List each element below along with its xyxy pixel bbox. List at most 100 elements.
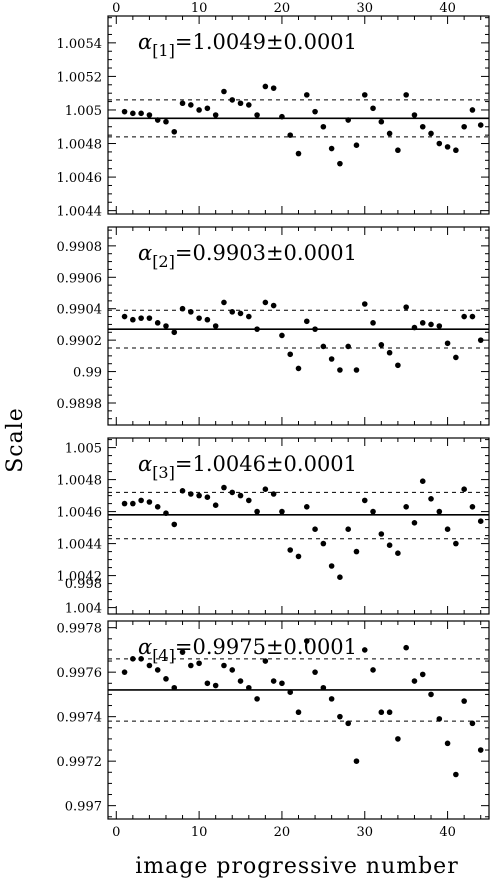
data-point [212, 112, 219, 118]
data-point [361, 92, 368, 98]
top-x-tick-label: 30 [356, 1, 373, 16]
data-point [361, 647, 368, 653]
data-point [477, 337, 484, 343]
y-tick-label: 1.0044 [57, 538, 103, 553]
data-point [246, 497, 252, 504]
data-point [312, 326, 318, 332]
data-point [444, 526, 451, 532]
data-point [337, 367, 343, 373]
top-x-tick-labels: 0 10 20 30 40 [112, 1, 456, 16]
bottom-x-tick-labels: 0 10 20 30 40 [112, 825, 456, 840]
data-point [163, 323, 169, 329]
data-point [378, 709, 385, 716]
y-tick-label: 0.9972 [57, 755, 103, 770]
alpha-value: 0.9903±0.0001 [192, 241, 357, 265]
bottom-x-tick-label: 10 [191, 825, 208, 840]
alpha-equals: = [175, 30, 193, 54]
data-point [370, 320, 376, 326]
data-point [163, 676, 169, 682]
top-x-tick-label: 10 [191, 1, 208, 16]
data-point [204, 316, 211, 323]
alpha-annotation: α[3]=1.0046±0.0001 [138, 452, 357, 482]
x-axis-title: image progressive number [135, 854, 458, 879]
data-point [328, 696, 335, 702]
alpha-subscript: [2] [152, 252, 175, 271]
data-point [353, 548, 360, 555]
alpha-subscript: [4] [152, 646, 175, 665]
bottom-x-tick-label: 20 [274, 825, 291, 840]
data-point [312, 669, 318, 675]
data-point [154, 667, 161, 673]
data-point [469, 720, 476, 727]
data-point [353, 758, 360, 764]
data-point [477, 122, 484, 128]
data-point [361, 497, 368, 504]
y-tick-label: 0.9976 [57, 666, 103, 681]
data-point [171, 521, 178, 528]
data-point [279, 332, 285, 339]
data-point [287, 351, 294, 358]
alpha-value: 1.0046±0.0001 [192, 452, 357, 476]
data-point [163, 118, 169, 125]
data-point [163, 510, 169, 516]
data-point [171, 128, 178, 135]
data-point [146, 112, 153, 118]
data-point [345, 526, 351, 532]
data-point [121, 108, 128, 115]
alpha-equals: = [175, 241, 193, 265]
data-point [196, 492, 202, 499]
data-point [212, 502, 219, 509]
data-point [461, 698, 467, 704]
data-point [221, 484, 227, 491]
data-point [171, 329, 178, 336]
data-point [138, 110, 144, 117]
data-point [270, 302, 277, 309]
data-point [436, 323, 443, 329]
data-point [320, 540, 327, 547]
data-point [188, 662, 194, 669]
data-point [469, 504, 476, 510]
data-point [328, 356, 335, 362]
data-point [436, 716, 443, 722]
data-point [436, 140, 443, 147]
data-point [312, 108, 318, 115]
data-point [270, 85, 277, 91]
alpha-value: 1.0049±0.0001 [192, 30, 357, 54]
data-point [246, 313, 252, 320]
data-point [196, 660, 202, 667]
data-point [436, 508, 443, 515]
alpha-symbol: α [138, 635, 152, 659]
y-tick-label: 1.0048 [57, 474, 103, 489]
data-point [337, 713, 343, 720]
data-point [179, 305, 186, 312]
data-point [444, 740, 451, 747]
data-point [138, 497, 144, 504]
data-point [237, 678, 244, 684]
data-point [370, 105, 376, 112]
data-point [287, 132, 294, 138]
data-point [345, 117, 351, 123]
data-point [221, 299, 227, 306]
y-tick-label: 1.005 [65, 104, 102, 119]
data-point [303, 92, 310, 98]
data-point [428, 691, 434, 698]
data-point [337, 160, 343, 167]
data-point [229, 97, 236, 103]
alpha-annotation: α[2]=0.9903±0.0001 [138, 241, 357, 271]
data-point [237, 492, 244, 499]
data-point [378, 118, 385, 125]
data-point [469, 107, 476, 113]
data-point [411, 520, 418, 526]
data-point [378, 342, 385, 348]
data-point [204, 680, 211, 687]
y-tick-label: 0.9902 [57, 334, 103, 349]
data-point [229, 489, 236, 496]
data-point [303, 638, 310, 644]
panel-1: 1.0044 1.0046 1.0048 1.005 1.0052 1.0054 α[1]=… [57, 15, 490, 220]
data-point [204, 494, 211, 501]
data-point [221, 662, 227, 669]
data-point [229, 309, 236, 315]
y-tick-label: 0.9908 [57, 240, 103, 255]
